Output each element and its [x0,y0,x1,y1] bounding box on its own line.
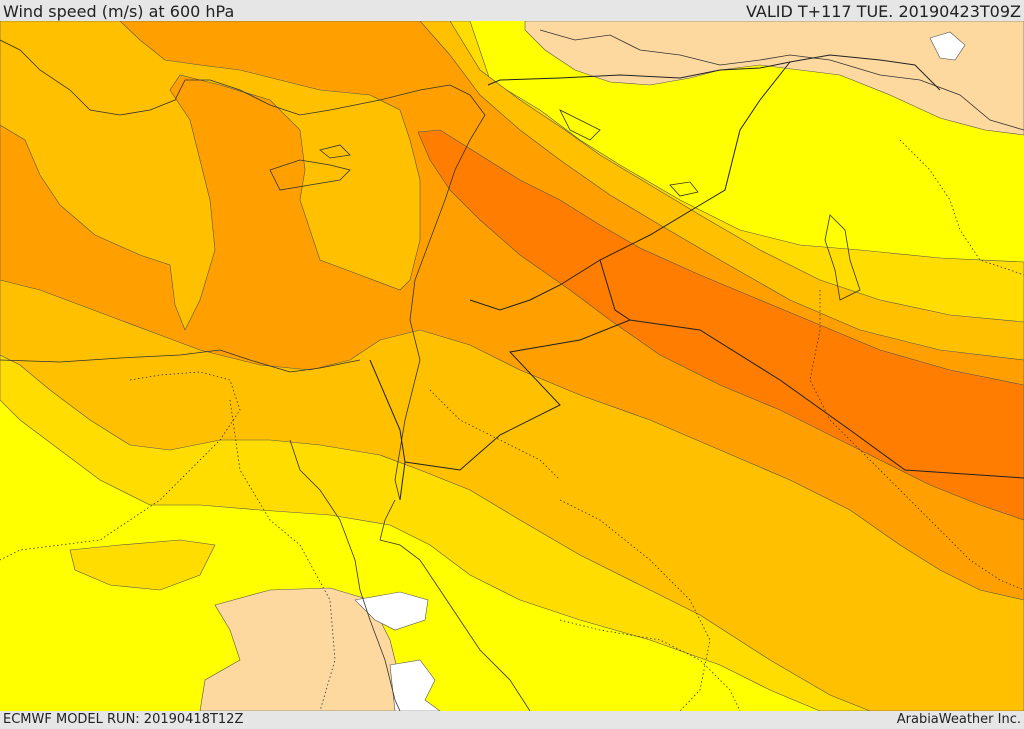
map-title: Wind speed (m/s) at 600 hPa [3,2,235,21]
band-dark-orange-jet [417,129,1024,521]
coastlines [0,29,1024,711]
footer-bar: ECMWF MODEL RUN: 20190418T12Z ArabiaWeat… [0,711,1024,729]
credit: ArabiaWeather Inc. [896,712,1021,727]
wind-speed-map [0,21,1024,711]
band-peach-north [524,21,1024,136]
band-white-north [929,31,966,61]
band-white-sea [354,591,429,631]
band-orange [0,21,1024,601]
valid-time: VALID T+117 TUE. 20190423T09Z [745,2,1021,21]
band-yellow-orange-sw [69,539,216,591]
band-orange-light-lobe-west [0,21,421,331]
header-bar: Wind speed (m/s) at 600 hPa VALID T+117 … [0,0,1024,21]
band-white-south [389,659,441,711]
country-borders [369,54,1024,501]
province-boundaries [0,139,1024,711]
model-run: ECMWF MODEL RUN: 20190418T12Z [3,712,244,727]
